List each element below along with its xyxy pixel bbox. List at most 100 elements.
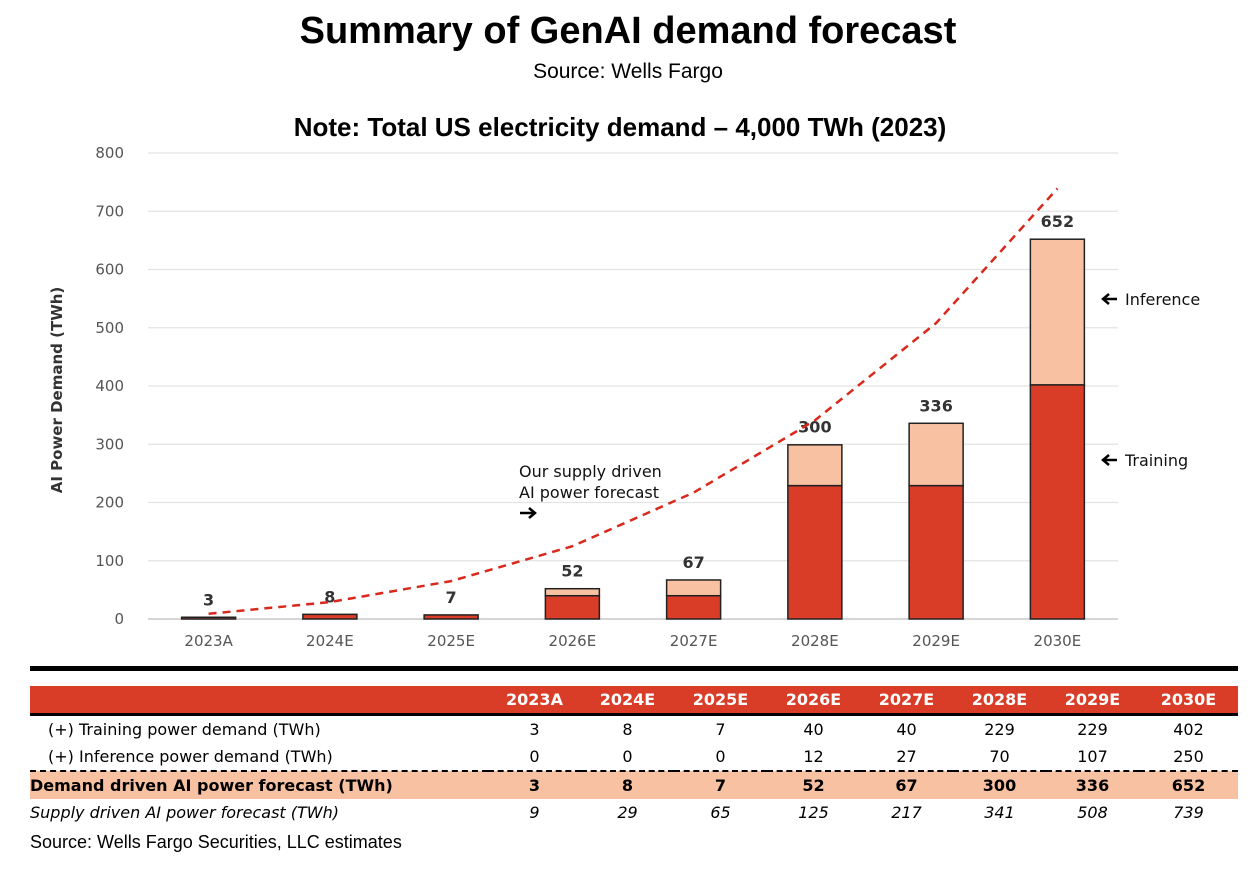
table-header-blank xyxy=(30,686,488,715)
training-bar xyxy=(665,594,722,620)
forecast-table: 2023A 2024E 2025E 2026E 2027E 2028E 2029… xyxy=(30,686,1238,826)
table-cell: 125 xyxy=(798,803,829,822)
total-labels: 3 8 7 52 67 300 336 652 xyxy=(203,212,1074,609)
y-tick-label: 600 xyxy=(95,261,124,279)
table-cell: 0 xyxy=(715,747,726,766)
table-cell: 107 xyxy=(1077,747,1108,766)
table-cell: 229 xyxy=(1077,720,1108,739)
table-row-demand-total: Demand driven AI power forecast (TWh) 3 … xyxy=(30,771,1238,799)
table-cell: 0 xyxy=(529,747,540,766)
table-header-cell: 2028E xyxy=(953,686,1046,715)
supply-annotation-line2: AI power forecast xyxy=(519,483,659,502)
y-tick-label: 700 xyxy=(95,202,124,220)
total-label: 300 xyxy=(798,417,831,436)
row-label: Demand driven AI power forecast (TWh) xyxy=(30,771,488,799)
supply-forecast-line xyxy=(208,187,1059,616)
table-cell: 217 xyxy=(891,803,922,822)
table-cell: 8 xyxy=(622,720,633,739)
table-cell: 7 xyxy=(715,720,726,739)
x-axis-ticks: 2023A 2024E 2025E 2026E 2027E 2028E 2029E 2030E xyxy=(184,632,1081,650)
table-cell: 0 xyxy=(622,747,633,766)
table-header-row: 2023A 2024E 2025E 2026E 2027E 2028E 2029… xyxy=(30,686,1238,715)
table-cell: 229 xyxy=(984,720,1015,739)
supply-annotation-line1: Our supply driven xyxy=(519,462,662,481)
total-label: 3 xyxy=(203,590,214,609)
y-tick-label: 400 xyxy=(95,377,124,395)
table-row-training: (+) Training power demand (TWh) 3 8 7 40… xyxy=(30,715,1238,744)
table-cell: 70 xyxy=(989,747,1010,766)
page-subtitle: Source: Wells Fargo xyxy=(533,60,723,83)
training-bar xyxy=(1029,384,1086,620)
table-header-cell: 2030E xyxy=(1139,686,1238,715)
y-tick-label: 500 xyxy=(95,319,124,337)
y-axis-ticks: 0 100 200 300 400 500 600 700 800 xyxy=(95,144,124,628)
table-cell: 29 xyxy=(617,803,638,822)
inference-bar xyxy=(908,422,964,487)
right-arrow-icon xyxy=(520,507,537,519)
table-header-cell: 2029E xyxy=(1046,686,1139,715)
x-tick-label: 2027E xyxy=(670,632,718,650)
y-tick-label: 200 xyxy=(95,494,124,512)
stacked-bar-chart: Note: Total US electricity demand – 4,00… xyxy=(48,112,1200,650)
table-header-cell: 2026E xyxy=(767,686,860,715)
table-cell: 402 xyxy=(1173,720,1204,739)
left-arrow-icon xyxy=(1101,293,1117,305)
x-tick-label: 2025E xyxy=(427,632,475,650)
training-bar xyxy=(180,616,237,620)
row-label: (+) Training power demand (TWh) xyxy=(48,720,321,739)
total-label: 7 xyxy=(446,588,457,607)
table-header-cell: 2023A xyxy=(488,686,581,715)
table-cell: 12 xyxy=(803,747,824,766)
table-header-cell: 2024E xyxy=(581,686,674,715)
training-bar xyxy=(302,613,358,620)
training-bar xyxy=(787,484,843,620)
total-label: 52 xyxy=(561,562,583,581)
table-row-inference: (+) Inference power demand (TWh) 0 0 0 1… xyxy=(30,743,1238,771)
table-cell: 300 xyxy=(953,771,1046,799)
x-tick-label: 2024E xyxy=(306,632,354,650)
left-arrow-icon xyxy=(1101,454,1117,466)
footer-source: Source: Wells Fargo Securities, LLC esti… xyxy=(30,832,402,852)
table-cell: 739 xyxy=(1173,803,1204,822)
table-cell: 3 xyxy=(488,771,581,799)
inference-annotation: Inference xyxy=(1125,290,1200,309)
x-tick-label: 2029E xyxy=(912,632,960,650)
y-axis-label: AI Power Demand (TWh) xyxy=(48,287,66,494)
table-cell: 52 xyxy=(767,771,860,799)
table-cell: 7 xyxy=(674,771,767,799)
x-tick-label: 2028E xyxy=(791,632,839,650)
row-label: (+) Inference power demand (TWh) xyxy=(48,747,333,766)
table-top-rule xyxy=(30,666,1238,671)
training-bar xyxy=(423,614,479,620)
training-annotation: Training xyxy=(1124,451,1188,470)
table-cell: 40 xyxy=(803,720,824,739)
inference-bar xyxy=(787,444,843,487)
inference-bar xyxy=(544,587,601,597)
table-cell: 67 xyxy=(860,771,953,799)
total-label: 67 xyxy=(682,553,704,572)
table-cell: 3 xyxy=(529,720,540,739)
page-title: Summary of GenAI demand forecast xyxy=(299,10,957,52)
table-header-cell: 2027E xyxy=(860,686,953,715)
table-cell: 250 xyxy=(1173,747,1204,766)
table-cell: 27 xyxy=(896,747,917,766)
training-bar xyxy=(544,594,601,620)
x-tick-label: 2030E xyxy=(1034,632,1082,650)
y-tick-label: 100 xyxy=(95,552,124,570)
inference-bar xyxy=(1029,238,1086,386)
inference-bar xyxy=(665,579,722,597)
table-cell: 508 xyxy=(1077,803,1108,822)
table-cell: 40 xyxy=(896,720,917,739)
table-cell: 9 xyxy=(529,803,540,822)
table-row-supply: Supply driven AI power forecast (TWh) 9 … xyxy=(30,799,1238,826)
bars xyxy=(180,238,1086,620)
table-cell: 652 xyxy=(1139,771,1238,799)
table-cell: 65 xyxy=(710,803,731,822)
chart-title: Note: Total US electricity demand – 4,00… xyxy=(294,112,947,142)
y-tick-label: 800 xyxy=(95,144,124,162)
y-tick-label: 0 xyxy=(114,610,124,628)
table-cell: 8 xyxy=(581,771,674,799)
grid-lines xyxy=(148,152,1118,620)
total-label: 652 xyxy=(1041,212,1074,231)
row-label: Supply driven AI power forecast (TWh) xyxy=(30,803,339,822)
